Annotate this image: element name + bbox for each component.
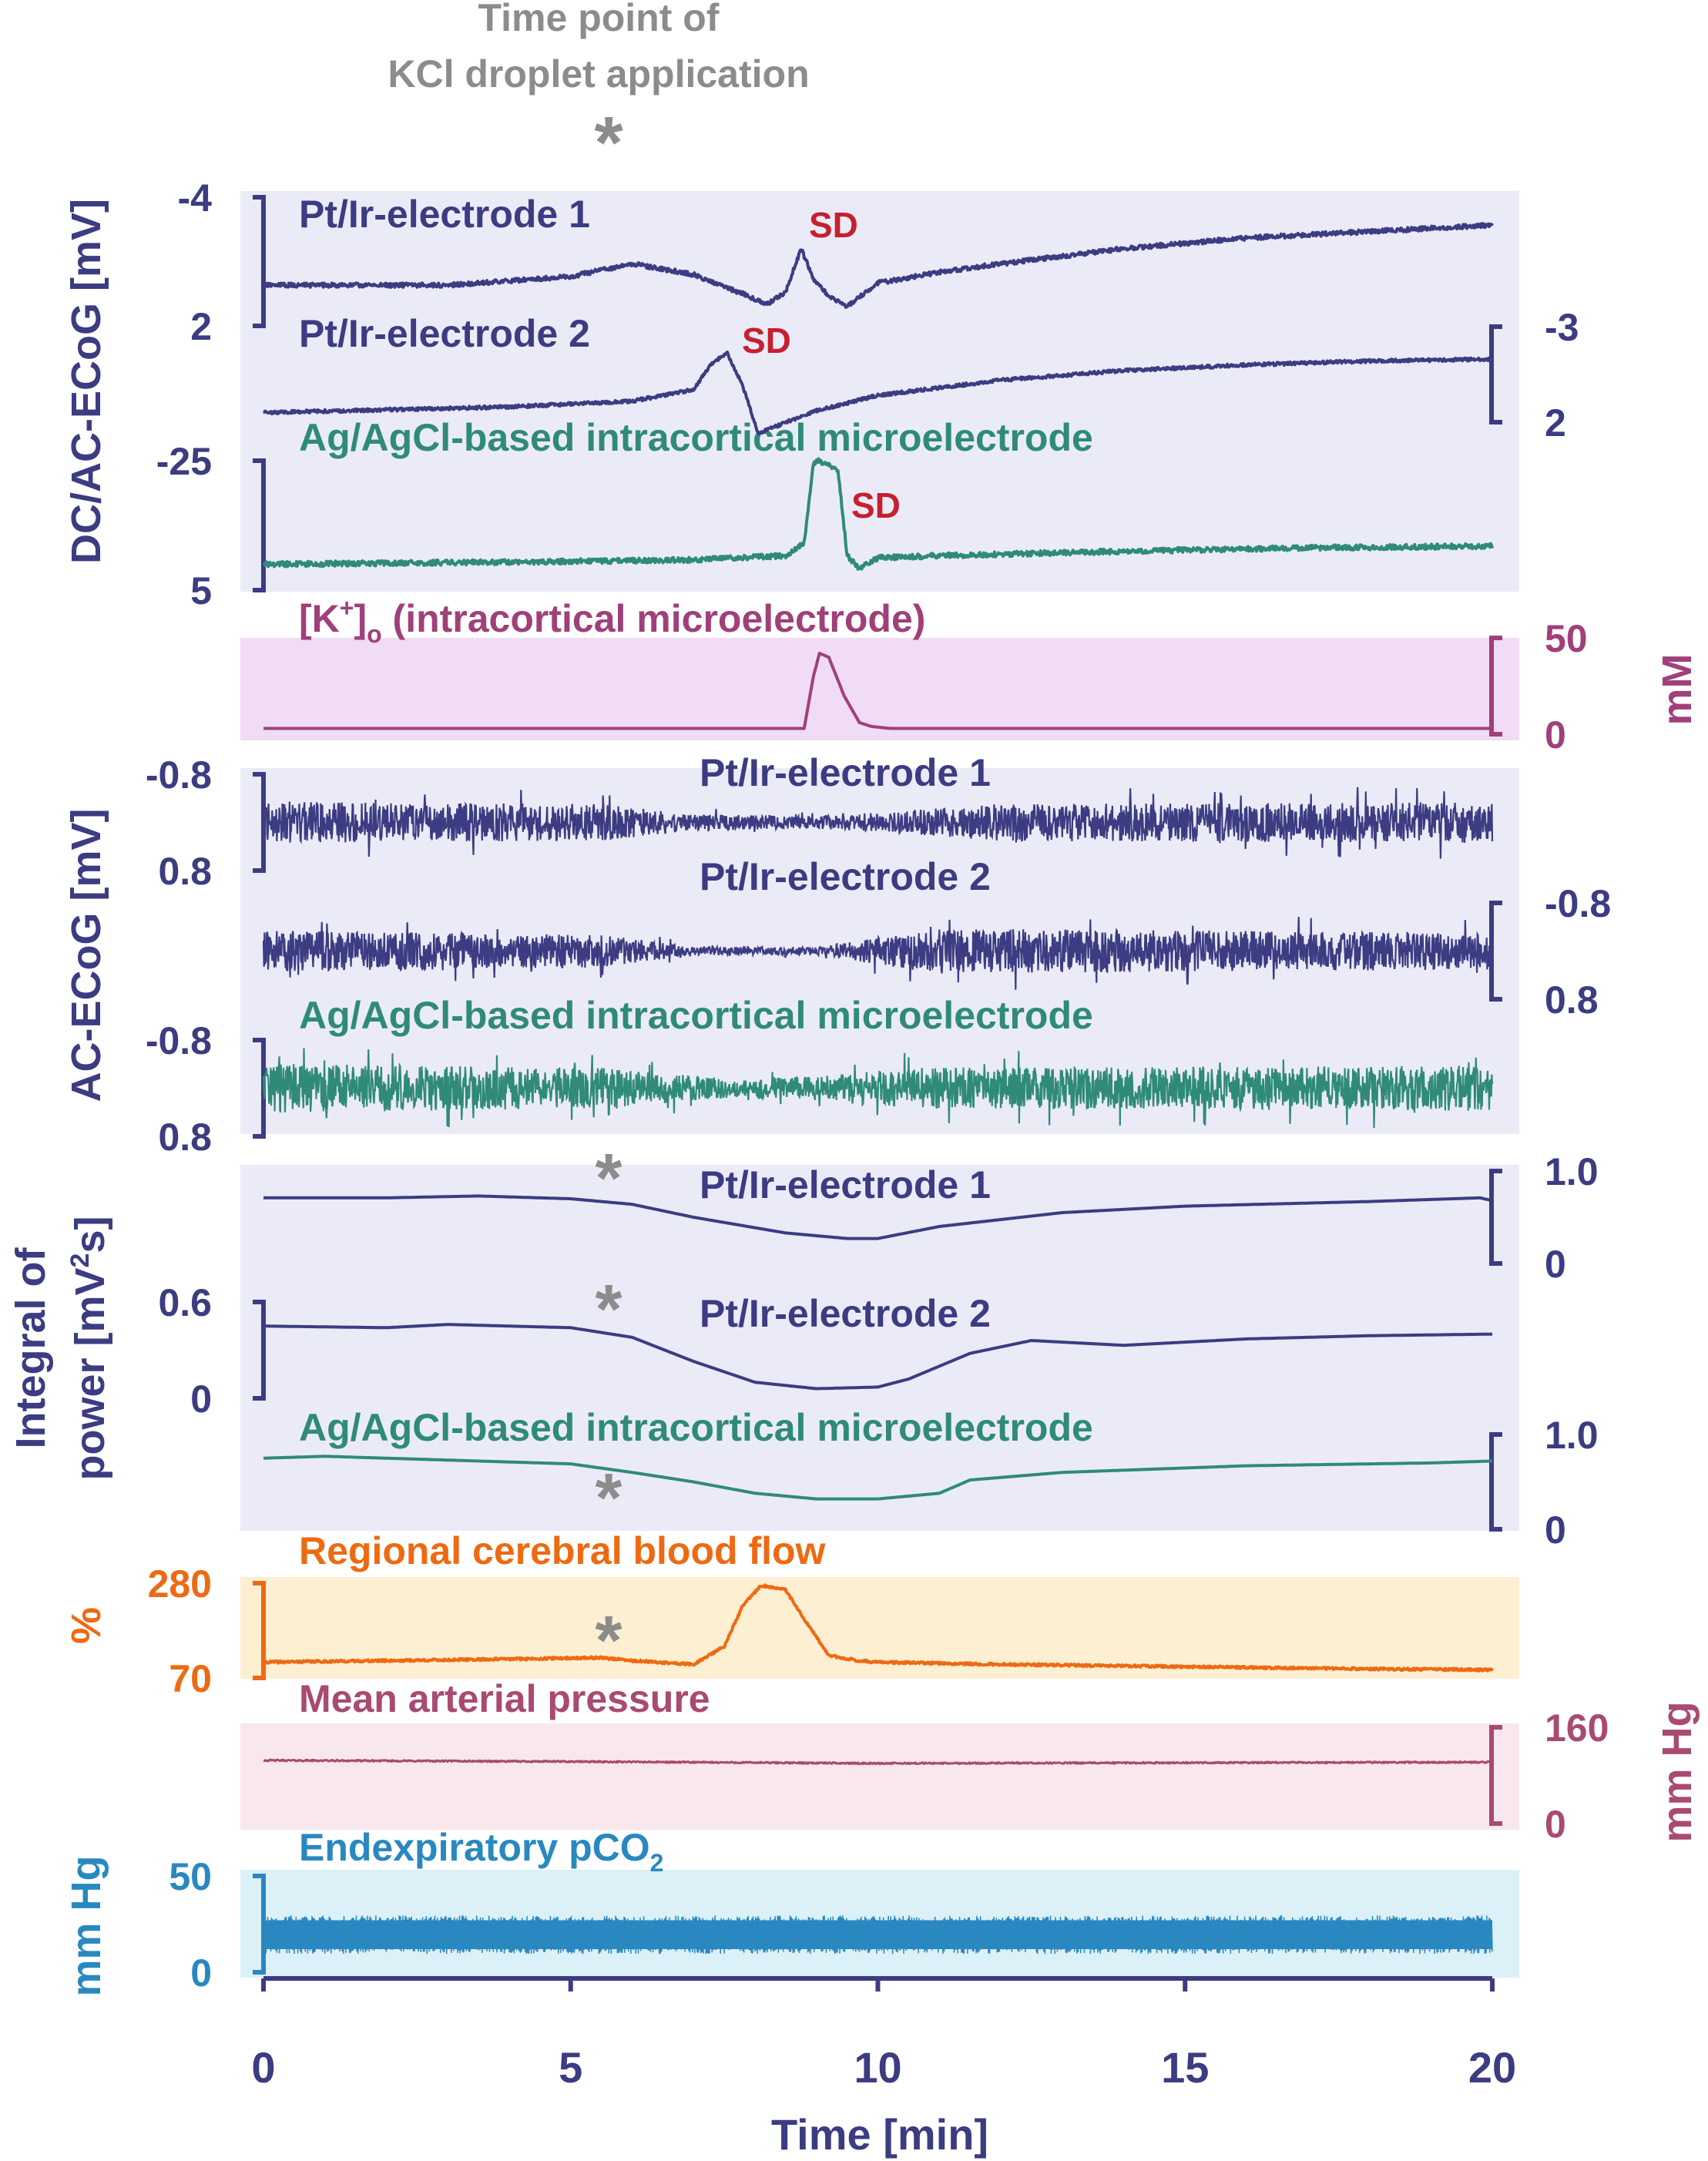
x-axis-label: Time [min] — [771, 2110, 988, 2159]
k-trace — [263, 652, 1493, 730]
ac1-tick-label-1: 0.8 — [158, 850, 212, 893]
ac3-tick-label-0: -0.8 — [146, 1019, 212, 1062]
pco2-name: Endexpiratory pCO2 — [299, 1826, 663, 1877]
pw2-axis-bracket — [253, 1300, 266, 1401]
map-unit-label: mm Hg — [1654, 1701, 1700, 1842]
sd-label-dc3: SD — [851, 485, 901, 525]
ac2-name: Pt/Ir-electrode 2 — [700, 855, 991, 898]
x-tick-label: 20 — [1468, 2043, 1516, 2092]
map-name: Mean arterial pressure — [299, 1677, 710, 1720]
dc1-tick-label-1: 2 — [190, 305, 212, 348]
pco2-unit-label: mm Hg — [63, 1855, 109, 1996]
ac2-trace — [262, 917, 1494, 990]
chart-title-line1: Time point of — [478, 0, 720, 39]
marker-asterisk-rcbf: * — [595, 1602, 622, 1679]
rcbf-name: Regional cerebral blood flow — [299, 1529, 826, 1572]
dc1-name: Pt/Ir-electrode 1 — [299, 193, 590, 236]
pw1-name: Pt/Ir-electrode 1 — [700, 1163, 991, 1206]
dc3-trace — [262, 457, 1494, 571]
map-tick-label-1: 0 — [1545, 1803, 1566, 1846]
rcbf-tick-label-1: 70 — [169, 1657, 212, 1700]
rcbf-unit-label: % — [63, 1607, 109, 1644]
dc1-tick-label-0: -4 — [178, 176, 213, 220]
kcl-marker-top: * — [594, 102, 623, 184]
k-name: [K+]o (intracortical microelectrode) — [299, 594, 925, 648]
sd-label-dc1: SD — [809, 205, 858, 245]
dc2-tick-label-1: 2 — [1545, 401, 1566, 445]
sd-label-dc2: SD — [742, 320, 791, 361]
pw3-tick-label-0: 1.0 — [1545, 1414, 1599, 1457]
pco2-tick-label-1: 0 — [190, 1951, 212, 1995]
pw3-trace — [263, 1455, 1493, 1501]
k-axis-bracket — [1489, 636, 1502, 737]
ac1-trace — [262, 787, 1494, 859]
chart-plot-area: -42 -32-255500-0.80.8-0.80.8-0.80.81.000.… — [146, 176, 1611, 2092]
ac2-tick-label-1: 0.8 — [1545, 978, 1599, 1022]
dc3-tick-label-0: -25 — [156, 440, 212, 483]
ac1-name: Pt/Ir-electrode 1 — [700, 751, 991, 794]
rcbf-axis-bracket — [253, 1581, 266, 1680]
ac2-tick-label-0: -0.8 — [1545, 882, 1611, 925]
x-tick-label: 15 — [1161, 2043, 1209, 2092]
dc3-tick-label-1: 5 — [190, 569, 212, 612]
dc2-tick-label-0: -3 — [1545, 306, 1579, 349]
bg-map — [240, 1723, 1519, 1830]
x-tick-label: 5 — [559, 2043, 582, 2092]
dc2-axis-bracket — [1489, 324, 1502, 424]
pw2-trace — [263, 1323, 1493, 1391]
dc1-trace — [263, 222, 1494, 309]
pw3-name: Ag/AgCl-based intracortical microelectro… — [299, 1406, 1093, 1449]
marker-asterisk-pw2: * — [595, 1271, 622, 1348]
ac3-trace — [262, 1048, 1494, 1129]
pco2-tick-label-0: 50 — [169, 1855, 212, 1898]
ac3-name: Ag/AgCl-based intracortical microelectro… — [299, 994, 1093, 1037]
pw2-name: Pt/Ir-electrode 2 — [700, 1292, 991, 1335]
bg-dc-ecog — [240, 191, 1519, 592]
dc3-name: Ag/AgCl-based intracortical microelectro… — [299, 416, 1093, 459]
pw1-tick-label-1: 0 — [1545, 1243, 1566, 1286]
x-tick-label: 0 — [251, 2043, 275, 2092]
x-tick-label: 10 — [854, 2043, 901, 2092]
ac1-tick-label-0: -0.8 — [146, 753, 212, 797]
k-tick-label-1: 0 — [1545, 713, 1566, 757]
chart-title-line2: KCl droplet application — [388, 52, 809, 96]
pw3-tick-label-1: 0 — [1545, 1508, 1566, 1552]
dc2-name: Pt/Ir-electrode 2 — [299, 312, 590, 355]
pw1-trace — [263, 1194, 1493, 1240]
map-trace — [263, 1758, 1494, 1766]
marker-asterisk-pw3: * — [595, 1460, 622, 1537]
pw3-axis-bracket — [1489, 1432, 1502, 1532]
power-axis-label-line1: Integral of — [8, 1247, 54, 1448]
ac1-axis-bracket — [253, 772, 266, 873]
bg-potassium — [240, 638, 1519, 740]
dc2-trace — [263, 351, 1493, 436]
rcbf-trace — [262, 1583, 1494, 1673]
pw1-tick-label-0: 1.0 — [1545, 1150, 1599, 1193]
pw2-tick-label-1: 0 — [190, 1377, 212, 1421]
pw2-tick-label-0: 0.6 — [158, 1281, 212, 1324]
power-axis-label-line2: power [mV2s] — [65, 1216, 113, 1481]
bg-power — [240, 1165, 1519, 1531]
dc-ac-ecog-axis-label: DC/AC-ECoG [mV] — [63, 199, 109, 564]
ac3-tick-label-1: 0.8 — [158, 1116, 212, 1159]
pw1-axis-bracket — [1489, 1169, 1502, 1266]
k-tick-label-0: 50 — [1545, 617, 1588, 660]
marker-asterisk-pw1: * — [595, 1140, 622, 1217]
k-unit-label: mM — [1654, 654, 1700, 726]
rcbf-tick-label-0: 280 — [148, 1562, 212, 1606]
map-tick-label-0: 160 — [1545, 1706, 1609, 1750]
pco2-trace — [263, 1915, 1493, 1955]
map-axis-bracket — [1489, 1725, 1502, 1826]
ac-ecog-axis-label: AC-ECoG [mV] — [63, 809, 109, 1102]
dc1-axis-bracket — [253, 195, 266, 328]
dc3-axis-bracket — [253, 458, 266, 592]
